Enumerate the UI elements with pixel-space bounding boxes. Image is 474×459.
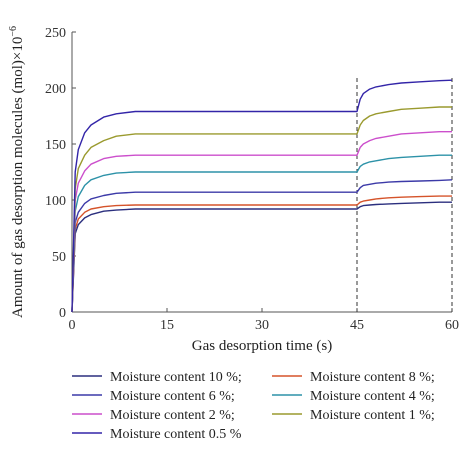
y-ticks: 0 50 100 150 200 250 [45, 26, 76, 321]
y-tick-label: 150 [45, 138, 66, 153]
legend-label: Moisture content 8 %; [310, 370, 435, 385]
series-line [71, 179, 453, 313]
y-tick-label: 0 [59, 306, 66, 321]
x-tick-label: 15 [160, 318, 174, 333]
legend-label: Moisture content 6 %; [110, 389, 235, 404]
series-line [71, 195, 452, 313]
series-lines [71, 79, 453, 313]
series-line [71, 201, 452, 313]
series-line [71, 154, 452, 313]
y-tick-label: 200 [45, 82, 66, 97]
series-line [71, 131, 452, 313]
y-axis-title-exponent: −6 [8, 26, 19, 37]
x-axis-title: Gas desorption time (s) [192, 338, 332, 354]
y-tick-label: 250 [45, 26, 66, 41]
legend-label: Moisture content 0.5 % [110, 427, 242, 442]
y-axis-title-main: Amount of gas desorption molecules (mol)… [10, 37, 26, 318]
series-line [71, 79, 453, 313]
y-tick-label: 100 [45, 194, 66, 209]
legend-label: Moisture content 10 %; [110, 370, 242, 385]
y-tick-label: 50 [52, 250, 66, 265]
x-tick-label: 60 [445, 318, 459, 333]
legend: Moisture content 10 %; Moisture content 8… [72, 370, 435, 442]
legend-label: Moisture content 2 %; [110, 408, 235, 423]
y-axis-title-group: Amount of gas desorption molecules (mol)… [8, 26, 26, 318]
y-axis-title: Amount of gas desorption molecules (mol)… [8, 26, 26, 318]
legend-label: Moisture content 4 %; [310, 389, 435, 404]
plot-area: 0 15 30 45 60 0 50 100 150 200 250 [45, 26, 459, 333]
x-tick-label: 0 [69, 318, 76, 333]
x-ticks: 0 15 30 45 60 [69, 308, 459, 333]
vertical-markers [356, 78, 453, 312]
legend-label: Moisture content 1 %; [310, 408, 435, 423]
x-tick-label: 45 [350, 318, 364, 333]
series-line [71, 106, 452, 313]
x-tick-label: 30 [255, 318, 269, 333]
